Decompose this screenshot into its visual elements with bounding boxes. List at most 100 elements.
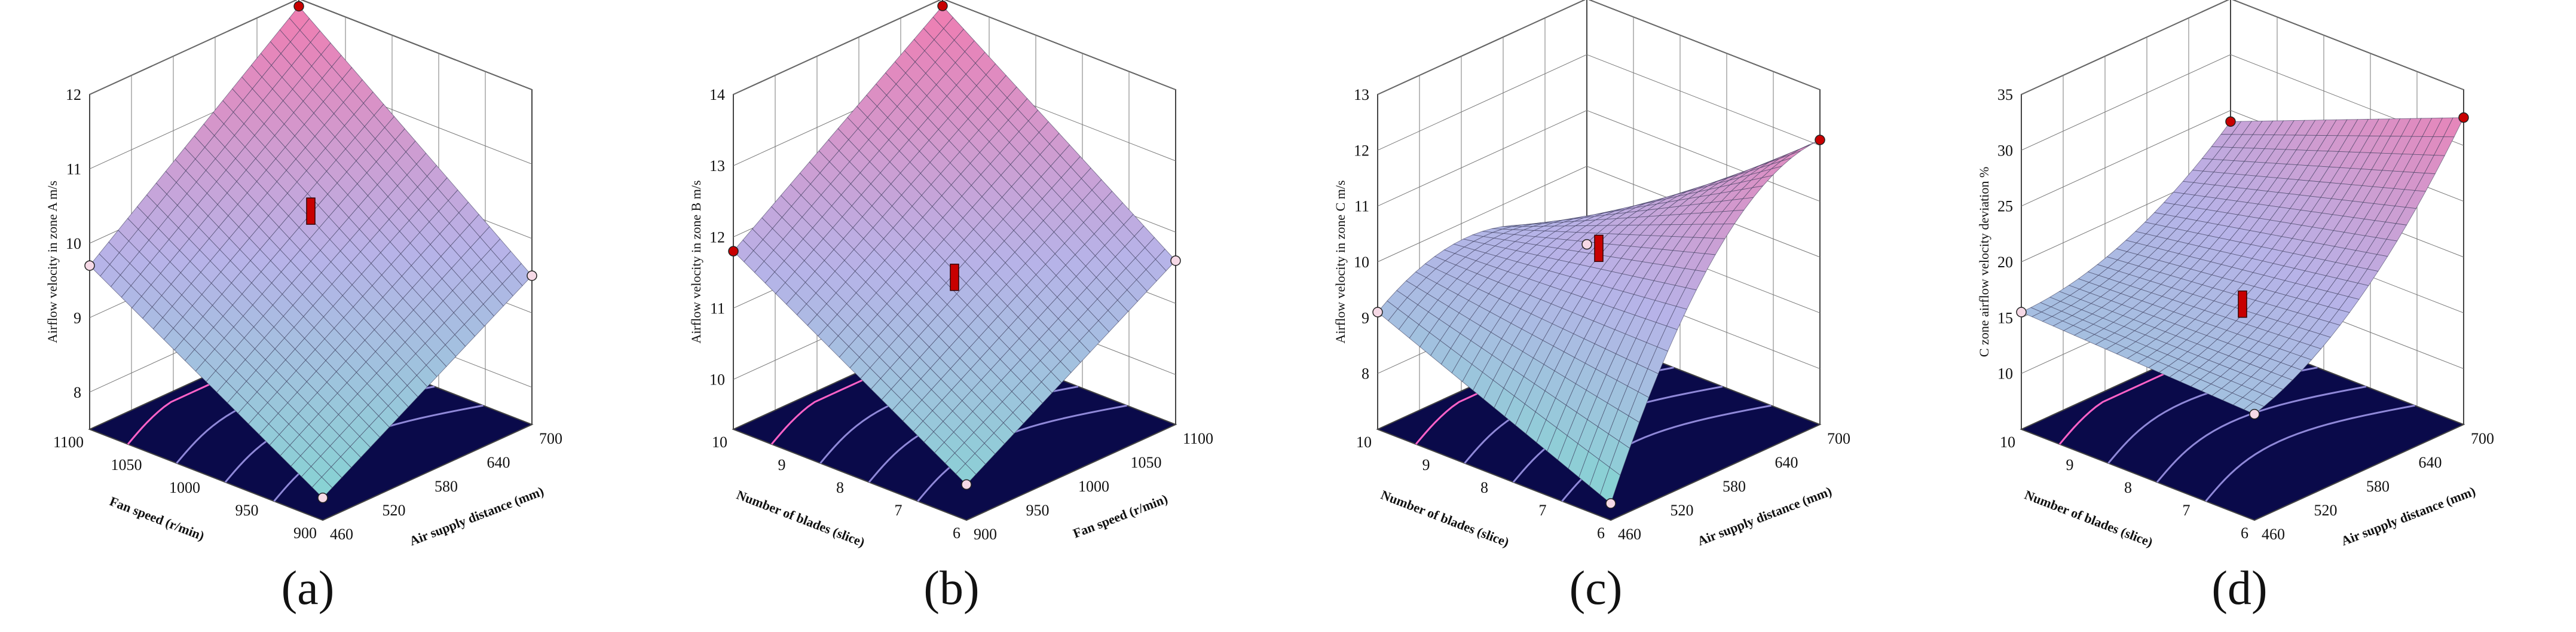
left-axis-tick: 8 xyxy=(836,479,844,496)
z-tick-label: 25 xyxy=(1997,198,2013,215)
right-axis-tick: 520 xyxy=(383,502,406,519)
z-tick-label: 11 xyxy=(66,160,81,178)
left-axis-tick: 9 xyxy=(2066,456,2074,474)
design-point xyxy=(527,270,537,281)
z-axis-title: Airflow velocity in zone B m/s xyxy=(689,180,703,343)
surface-cell xyxy=(1599,466,1621,504)
z-tick-label: 11 xyxy=(1354,198,1369,215)
z-tick-label: 8 xyxy=(74,384,81,401)
design-point xyxy=(1170,255,1181,266)
left-axis-tick: 6 xyxy=(2241,524,2248,542)
right-axis-tick: 700 xyxy=(1827,430,1850,447)
design-point xyxy=(2016,307,2027,317)
surface-cell xyxy=(1790,144,1811,155)
design-point xyxy=(728,246,739,257)
z-tick-label: 12 xyxy=(66,86,81,103)
right-axis-tick: 1100 xyxy=(1183,430,1213,447)
right-axis-tick: 640 xyxy=(2419,454,2442,471)
z-tick-label: 9 xyxy=(1362,309,1369,326)
right-axis-tick: 700 xyxy=(539,430,562,447)
panel-label: (c) xyxy=(1570,562,1623,615)
z-tick-label: 13 xyxy=(1354,86,1369,103)
left-axis-title: Number of blades (slice) xyxy=(735,487,867,550)
right-axis-tick: 580 xyxy=(2366,478,2390,495)
panel-label: (b) xyxy=(923,562,979,615)
wall-frame xyxy=(89,0,533,429)
left-axis-tick: 900 xyxy=(293,524,317,542)
right-axis-tick: 640 xyxy=(1775,454,1798,471)
right-axis-tick: 460 xyxy=(2262,526,2285,543)
left-axis-tick: 10 xyxy=(712,433,727,451)
surface-cell xyxy=(955,463,977,486)
design-point xyxy=(1605,498,1616,509)
design-point xyxy=(961,479,972,490)
right-axis-tick: 900 xyxy=(974,526,997,543)
right-axis-tick: 640 xyxy=(487,454,510,471)
right-axis-tick: 460 xyxy=(330,526,353,543)
design-point xyxy=(317,492,328,503)
right-axis-tick: 700 xyxy=(2471,430,2494,447)
left-axis-tick: 7 xyxy=(2183,502,2190,519)
right-axis-title: Air supply distance (mm) xyxy=(2339,484,2477,549)
right-axis-tick: 1000 xyxy=(1078,478,1109,495)
wall-grid-h xyxy=(89,0,533,95)
center-point-stem xyxy=(2238,290,2247,318)
left-axis-tick: 6 xyxy=(953,524,960,542)
z-tick-label: 11 xyxy=(710,300,725,317)
right-axis-title: Air supply distance (mm) xyxy=(1695,484,1834,549)
wall-grid-h xyxy=(2021,54,2464,151)
wall-frame xyxy=(733,0,1176,429)
right-axis-tick: 1050 xyxy=(1131,454,1162,471)
left-axis-tick: 8 xyxy=(1480,479,1488,496)
wall-grid-h xyxy=(1377,110,1821,207)
left-axis-tick: 7 xyxy=(1539,502,1547,519)
left-axis-title: Number of blades (slice) xyxy=(2023,487,2155,550)
wall-grid-h xyxy=(1377,54,1821,151)
center-point-stem xyxy=(950,264,959,291)
right-axis-tick: 460 xyxy=(1618,526,1641,543)
left-axis-tick: 6 xyxy=(1597,524,1605,542)
design-points xyxy=(1372,135,1825,509)
z-tick-label: 30 xyxy=(1997,142,2013,159)
wall-grid-h xyxy=(733,0,1176,95)
z-tick-label: 13 xyxy=(709,157,725,175)
z-tick-label: 14 xyxy=(709,86,725,103)
left-axis-tick: 7 xyxy=(895,502,902,519)
z-axis-title: Airflow velocity in zone A m/s xyxy=(45,181,60,343)
design-point xyxy=(2458,112,2469,123)
wall-grid-h xyxy=(1377,0,1821,95)
right-axis-title: Air supply distance (mm) xyxy=(407,484,546,549)
left-axis-tick: 9 xyxy=(778,456,786,474)
z-tick-label: 10 xyxy=(1354,254,1369,271)
contour-line xyxy=(2156,385,2367,483)
response-surface xyxy=(1377,139,1821,504)
contour-line xyxy=(2205,404,2415,502)
surface-cell xyxy=(311,477,333,499)
surface-cell xyxy=(2243,401,2265,415)
right-axis-tick: 520 xyxy=(1671,502,1694,519)
design-point xyxy=(2225,116,2236,127)
right-axis-tick: 520 xyxy=(2314,502,2338,519)
z-tick-label: 12 xyxy=(709,228,725,246)
left-axis-title: Number of blades (slice) xyxy=(1379,487,1511,550)
axis-walls xyxy=(1377,0,1821,429)
panel-a: 8 9 10 11 12 Airflow velocity in zone A m/s 90… xyxy=(45,0,562,615)
z-axis-title: C zone airflow velocity deviation % xyxy=(1977,167,1991,357)
right-axis-tick: 950 xyxy=(1026,502,1050,519)
left-axis-tick: 10 xyxy=(1356,433,1372,451)
z-tick-label: 8 xyxy=(1362,365,1369,383)
design-point xyxy=(2249,408,2260,420)
left-axis-tick: 9 xyxy=(1422,456,1430,474)
response-surface xyxy=(89,5,533,499)
center-point-stem xyxy=(306,197,316,225)
left-axis-tick: 10 xyxy=(2000,433,2015,451)
z-tick-label: 10 xyxy=(709,371,725,389)
panel-c: 8 9 10 11 12 13 Airflow velocity in zone C m/s… xyxy=(1333,0,1850,615)
left-axis-tick: 950 xyxy=(235,502,259,519)
panel-b: 10 11 12 13 14 Airflow velocity in zone B m/s… xyxy=(689,0,1213,615)
z-tick-label: 12 xyxy=(1354,142,1369,159)
design-point xyxy=(1372,307,1383,317)
wall-grid-h xyxy=(2021,0,2464,95)
panel-label: (a) xyxy=(282,562,335,615)
design-point xyxy=(293,1,304,12)
